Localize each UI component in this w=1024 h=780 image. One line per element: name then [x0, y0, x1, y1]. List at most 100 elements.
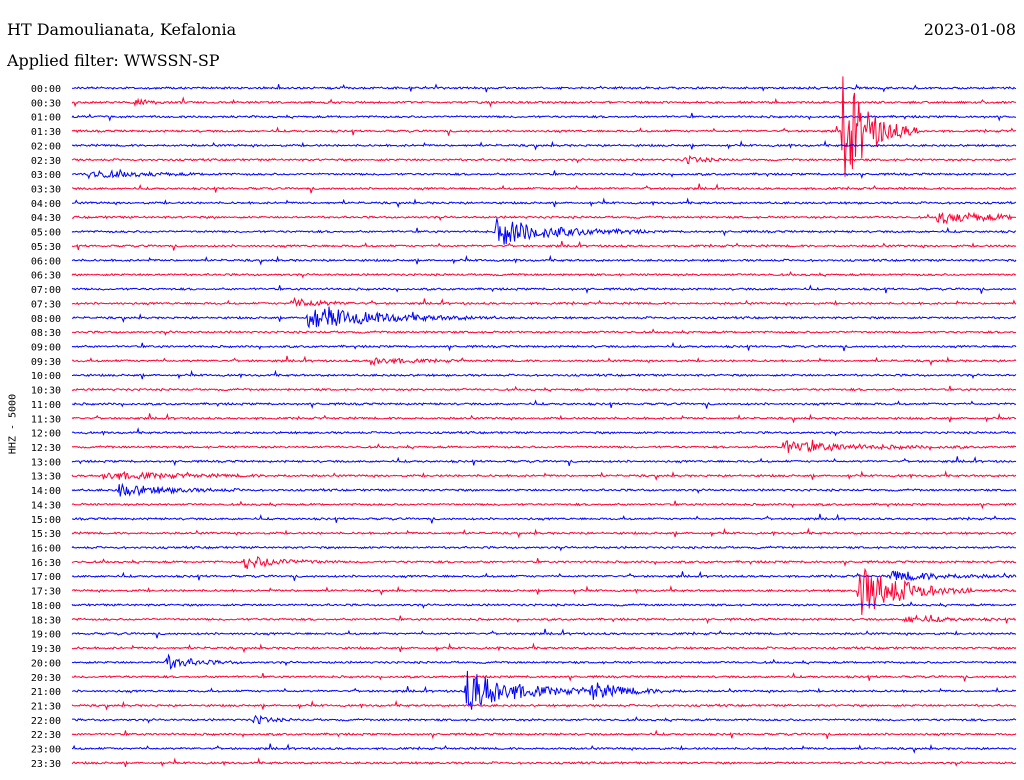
trace-line — [71, 254, 1017, 266]
trace-label: 00:30 — [31, 98, 61, 109]
trace-label: 02:30 — [31, 156, 61, 167]
trace-line — [71, 183, 1017, 194]
trace-label: 02:00 — [31, 141, 61, 152]
trace-line — [71, 729, 1017, 740]
trace-label: 22:00 — [31, 716, 61, 727]
trace-line — [71, 284, 1017, 294]
trace-label: 07:00 — [31, 285, 61, 296]
trace-label: 08:30 — [31, 328, 61, 339]
trace-label: 05:30 — [31, 242, 61, 253]
trace-label: 11:30 — [31, 414, 61, 425]
trace-line — [71, 545, 1017, 552]
trace-line — [71, 399, 1017, 409]
trace-label: 16:00 — [31, 544, 61, 555]
trace-label: 23:30 — [31, 759, 61, 770]
trace-label: 13:00 — [31, 457, 61, 468]
trace-line — [71, 757, 1017, 768]
trace-line — [71, 601, 1017, 609]
trace-label: 21:00 — [31, 687, 61, 698]
trace-label: 10:00 — [31, 371, 61, 382]
trace-line — [71, 628, 1017, 639]
trace-line — [72, 306, 1016, 329]
trace-label: 11:00 — [31, 400, 61, 411]
trace-label: 01:00 — [31, 113, 61, 124]
trace-line — [71, 154, 1017, 165]
trace-line — [71, 699, 1017, 711]
trace-line — [72, 743, 1017, 754]
trace-line — [71, 470, 1017, 481]
record-date: 2023-01-08 — [923, 20, 1016, 39]
trace-label: 17:00 — [31, 572, 61, 583]
trace-label: 04:30 — [31, 213, 61, 224]
trace-label: 20:30 — [31, 673, 61, 684]
trace-line — [71, 341, 1017, 352]
trace-label: 22:30 — [31, 730, 61, 741]
trace-line — [71, 96, 1017, 108]
trace-line — [71, 218, 1017, 245]
trace-label: 05:00 — [31, 228, 61, 239]
trace-label: 08:00 — [31, 314, 61, 325]
trace-label: 21:30 — [31, 701, 61, 712]
trace-label: 13:30 — [31, 472, 61, 483]
trace-label: 00:00 — [31, 84, 61, 95]
trace-line — [71, 642, 1017, 654]
trace-line — [72, 328, 1017, 336]
trace-line — [71, 556, 1017, 570]
trace-line — [71, 240, 1017, 251]
trace-label: 07:30 — [31, 299, 61, 310]
trace-line — [71, 527, 1017, 539]
trace-line — [71, 412, 1017, 424]
trace-line — [71, 112, 1016, 122]
trace-label: 15:30 — [31, 529, 61, 540]
trace-label: 19:30 — [31, 644, 61, 655]
trace-label: 12:30 — [31, 443, 61, 454]
trace-label: 01:30 — [31, 127, 61, 138]
trace-line — [71, 456, 1017, 467]
trace-label: 18:30 — [31, 615, 61, 626]
trace-line — [71, 211, 1017, 225]
trace-line — [71, 355, 1017, 367]
trace-label: 09:00 — [31, 342, 61, 353]
trace-line — [71, 513, 1017, 524]
trace-label: 20:00 — [31, 658, 61, 669]
trace-label: 12:00 — [31, 429, 61, 440]
trace-line — [71, 439, 1016, 453]
trace-label: 23:00 — [31, 745, 61, 756]
trace-line — [71, 296, 1017, 308]
trace-label: 03:30 — [31, 185, 61, 196]
trace-label: 15:00 — [31, 515, 61, 526]
trace-label: 09:30 — [31, 357, 61, 368]
trace-line — [71, 83, 1017, 93]
trace-label: 03:00 — [31, 170, 61, 181]
trace-label: 14:30 — [31, 500, 61, 511]
trace-label: 14:00 — [31, 486, 61, 497]
trace-line — [71, 653, 1017, 670]
trace-line — [72, 369, 1017, 380]
trace-line — [71, 139, 1017, 151]
trace-line — [71, 76, 1017, 177]
trace-label: 06:00 — [31, 256, 61, 267]
trace-line — [71, 482, 1017, 497]
trace-label: 19:00 — [31, 630, 61, 641]
trace-line — [71, 385, 1017, 392]
station-title: HT Damoulianata, Kefalonia — [7, 20, 237, 39]
trace-line — [71, 670, 1017, 710]
trace-label: 06:30 — [31, 271, 61, 282]
trace-line — [71, 500, 1017, 510]
trace-line — [72, 197, 1017, 209]
filter-label: Applied filter: WWSSN-SP — [7, 51, 220, 70]
trace-line — [71, 672, 1017, 682]
trace-line — [71, 714, 1017, 725]
trace-label: 10:30 — [31, 386, 61, 397]
trace-label: 16:30 — [31, 558, 61, 569]
trace-line — [71, 168, 1017, 180]
trace-label: 04:00 — [31, 199, 61, 210]
trace-line — [71, 614, 1017, 625]
trace-line — [71, 426, 1017, 437]
trace-label: 18:00 — [31, 601, 61, 612]
trace-label: 17:30 — [31, 587, 61, 598]
trace-line — [71, 570, 1017, 582]
trace-line — [71, 567, 1017, 615]
